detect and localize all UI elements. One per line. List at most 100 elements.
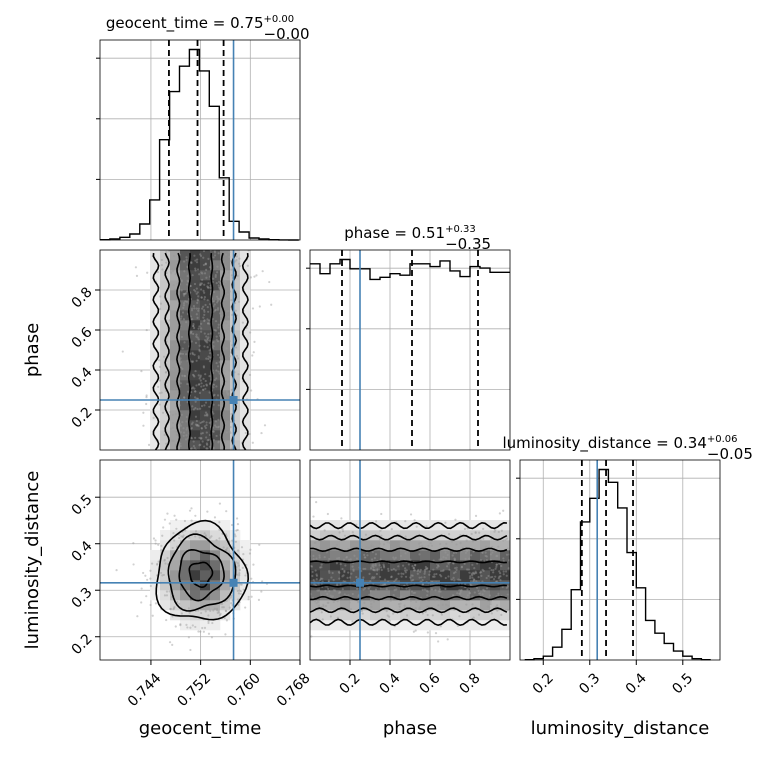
density-cell: [210, 310, 221, 321]
sample-point: [179, 352, 182, 355]
sample-point: [146, 578, 149, 581]
sample-point: [215, 301, 219, 304]
sample-point: [190, 387, 194, 390]
y-tick-label-luminosity_distance: 0.4: [69, 538, 96, 565]
sample-point: [413, 569, 416, 572]
sample-point: [314, 541, 317, 544]
density-cell: [330, 600, 341, 611]
sample-point: [180, 279, 183, 282]
sample-point: [253, 340, 256, 344]
density-cell: [230, 550, 241, 561]
sample-point: [180, 366, 183, 369]
sample-point: [181, 535, 185, 539]
density-cell: [230, 380, 241, 391]
density-cell: [160, 330, 171, 341]
density-cell: [170, 300, 181, 311]
density-cell: [360, 600, 371, 611]
sample-point: [481, 551, 484, 554]
density-cell: [460, 550, 471, 561]
sample-point: [499, 572, 502, 575]
sample-point: [172, 270, 175, 273]
sample-point: [331, 595, 334, 598]
sample-point: [196, 407, 199, 411]
sample-point: [207, 310, 210, 313]
sample-point: [194, 341, 198, 344]
density-cell: [330, 570, 341, 581]
sample-point: [204, 262, 208, 265]
density-cell: [360, 570, 371, 581]
sample-point: [201, 272, 204, 275]
sample-point: [387, 567, 390, 571]
sample-point: [382, 566, 386, 569]
sample-point: [185, 300, 189, 303]
sample-point: [439, 542, 442, 546]
sample-point: [473, 572, 476, 575]
sample-point: [260, 431, 263, 435]
sample-point: [214, 308, 217, 311]
sample-point: [203, 298, 206, 301]
sample-point: [215, 338, 218, 341]
sample-point: [378, 542, 381, 545]
density-cell: [240, 430, 251, 441]
panel-frame-luminosity_distance-geocent_time: [99, 459, 301, 661]
density-cell: [170, 380, 181, 391]
density-cell: [460, 620, 471, 631]
density-cell: [190, 610, 201, 621]
sample-point: [200, 322, 203, 325]
density-cell: [330, 520, 341, 531]
density-cell: [330, 590, 341, 601]
sample-point: [426, 605, 429, 608]
sample-point: [379, 566, 383, 569]
sample-point: [207, 257, 210, 260]
sample-point: [227, 315, 230, 318]
density-cell: [480, 550, 491, 561]
sample-point: [218, 614, 222, 617]
density-cell: [340, 540, 351, 551]
density-cell: [450, 610, 461, 621]
sample-point: [250, 389, 253, 392]
sample-point: [241, 321, 244, 324]
sample-point: [203, 425, 207, 428]
sample-point: [370, 605, 373, 608]
sample-point: [216, 353, 220, 357]
sample-point: [363, 556, 366, 559]
sample-point: [172, 267, 175, 270]
sample-point: [237, 373, 240, 376]
x-axis-label-luminosity_distance: luminosity_distance: [531, 718, 710, 739]
density-cell: [310, 550, 321, 561]
density-cell: [400, 520, 411, 531]
sample-point: [188, 536, 191, 539]
sample-point: [193, 307, 196, 310]
sample-point: [172, 359, 175, 362]
sample-point: [390, 527, 393, 531]
sample-point: [159, 571, 163, 575]
sample-point: [172, 439, 175, 443]
sample-point: [185, 428, 188, 431]
sample-point: [179, 352, 183, 355]
density-cell: [320, 520, 331, 531]
density-cell: [150, 390, 161, 401]
density-cell: [220, 550, 231, 561]
sample-point: [226, 331, 229, 334]
sample-point: [236, 274, 239, 277]
contour-line: [310, 560, 507, 564]
sample-point: [213, 251, 217, 254]
density-cell: [440, 570, 451, 581]
sample-point: [225, 347, 228, 350]
sample-point: [493, 530, 496, 533]
density-cell: [490, 610, 501, 621]
sample-point: [225, 329, 228, 332]
sample-point: [372, 564, 375, 567]
histogram-geocent_time: [100, 48, 299, 241]
sample-point: [160, 544, 163, 547]
sample-point: [475, 586, 479, 589]
sample-point: [434, 589, 437, 592]
sample-point: [484, 545, 488, 548]
sample-point: [193, 254, 196, 257]
sample-point: [396, 609, 399, 612]
sample-point: [242, 553, 245, 556]
sample-point: [336, 557, 339, 560]
sample-point: [451, 594, 455, 597]
density-cell: [220, 580, 231, 591]
sample-point: [203, 345, 206, 348]
